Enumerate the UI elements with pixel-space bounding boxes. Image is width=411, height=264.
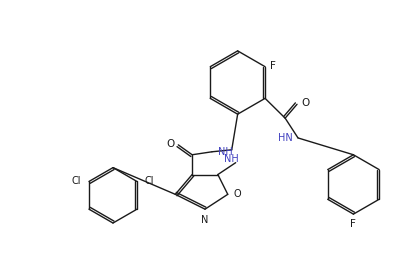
Text: Cl: Cl [72, 176, 81, 186]
Text: O: O [234, 189, 241, 199]
Text: F: F [270, 61, 276, 71]
Text: NH: NH [224, 154, 239, 164]
Text: O: O [301, 98, 309, 108]
Text: N: N [201, 215, 209, 225]
Text: Cl: Cl [145, 176, 155, 186]
Text: NH: NH [218, 147, 233, 157]
Text: O: O [166, 139, 174, 149]
Text: F: F [351, 219, 356, 229]
Text: HN: HN [278, 133, 293, 143]
